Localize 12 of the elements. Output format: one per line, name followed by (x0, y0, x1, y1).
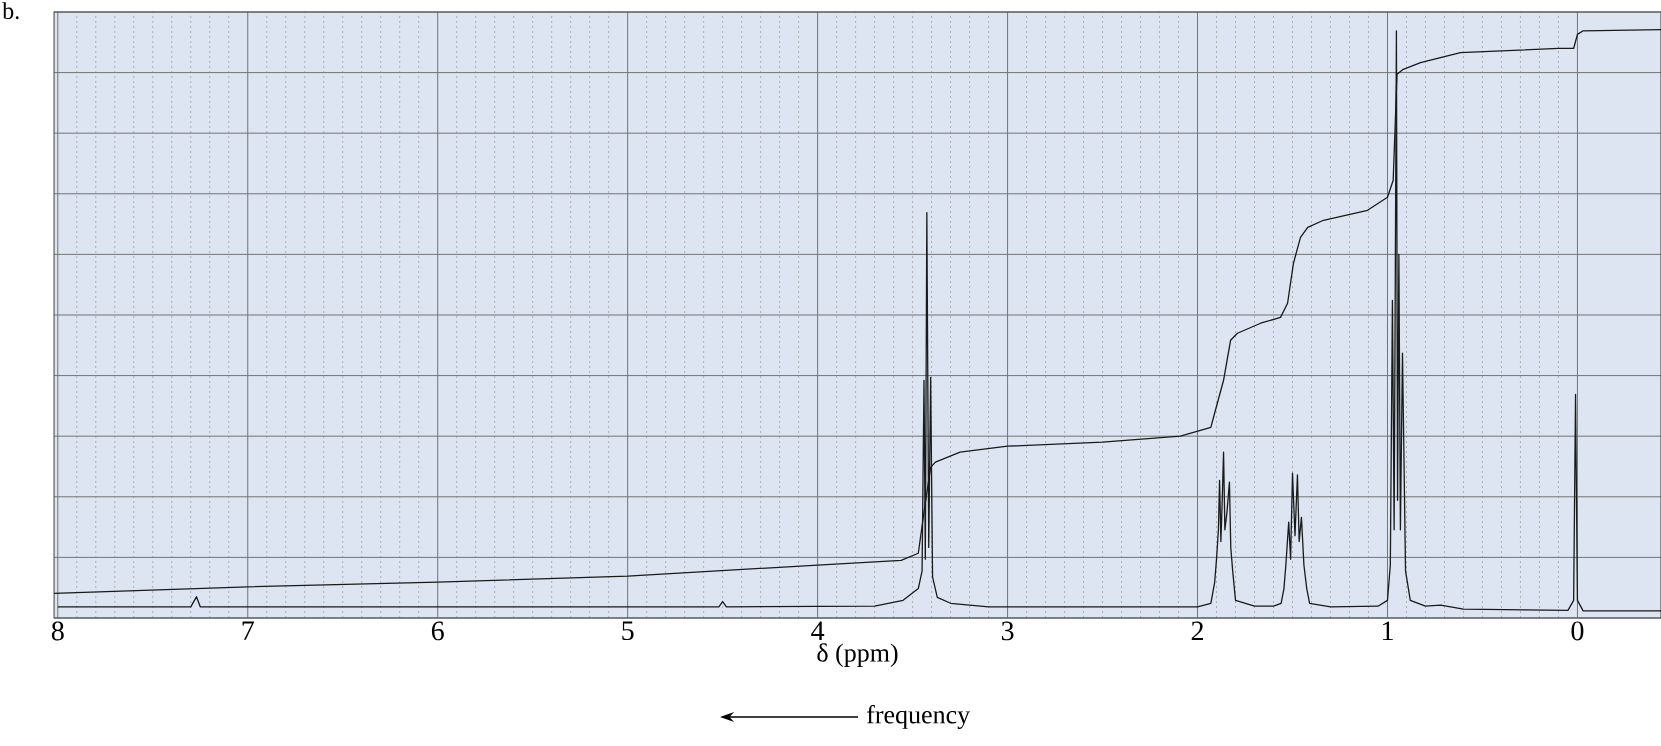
x-tick-label: 6 (431, 621, 444, 641)
text: frequency (867, 705, 971, 729)
x-axis-title: δ (ppm) (817, 643, 898, 667)
x-tick-label: 5 (622, 621, 634, 641)
x-tick-label: 8 (51, 621, 64, 641)
x-tick-label: 3 (1001, 621, 1014, 641)
x-tick-label: 0 (1571, 621, 1584, 641)
text: b. (2, 2, 19, 20)
x-tick-label: 7 (242, 621, 254, 640)
x-tick-label: 2 (1191, 621, 1203, 641)
x-tick-label: 1 (1382, 621, 1393, 640)
x-tick-label: 4 (811, 621, 825, 640)
